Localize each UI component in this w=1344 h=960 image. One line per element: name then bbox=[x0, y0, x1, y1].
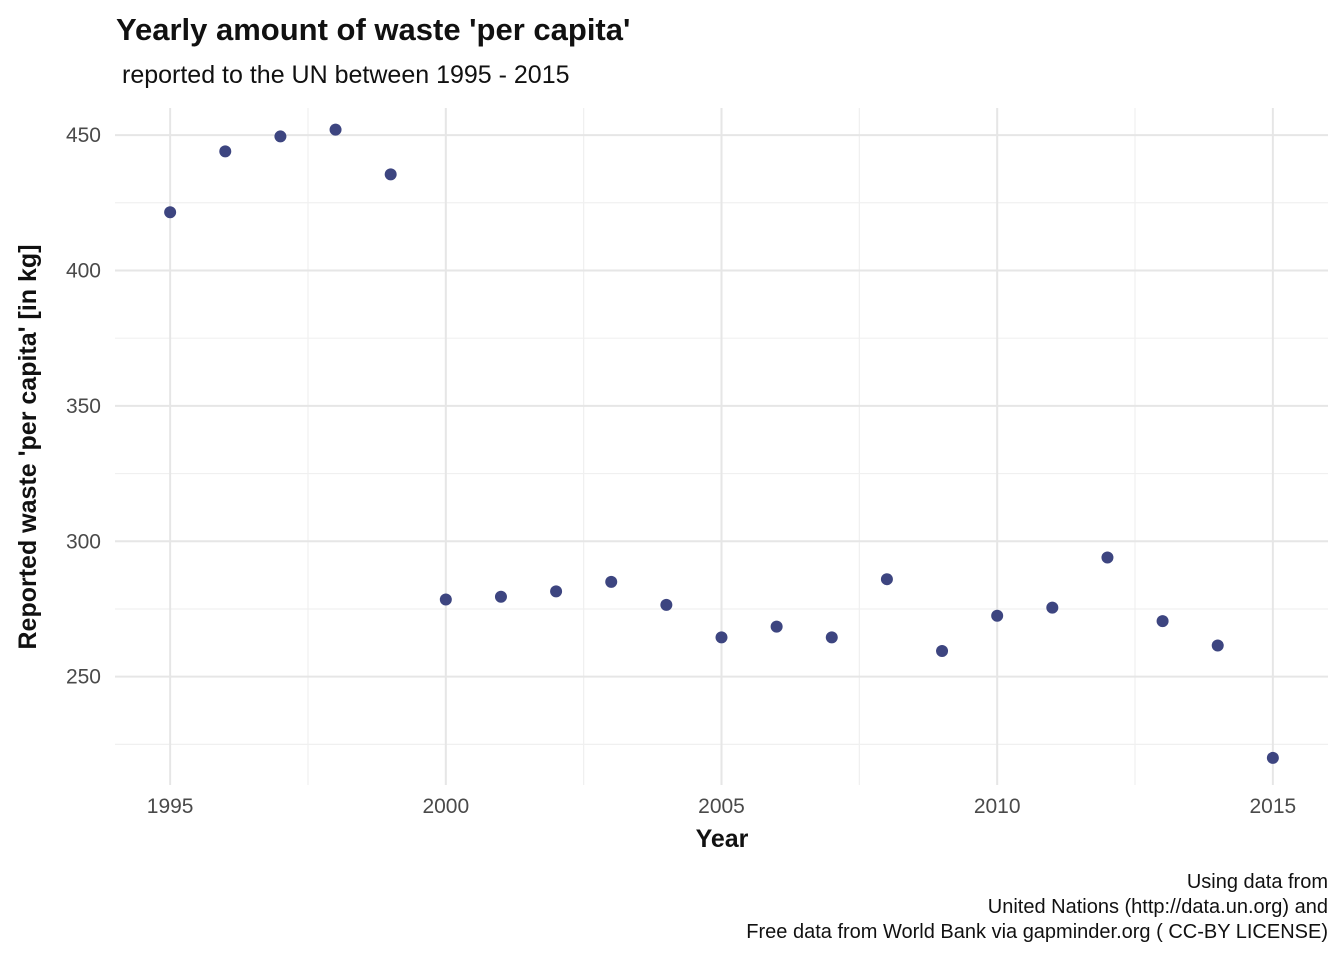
caption-line-1: Using data from bbox=[1187, 871, 1328, 893]
data-point bbox=[439, 593, 452, 606]
y-tick-label: 450 bbox=[66, 124, 101, 147]
data-point bbox=[770, 620, 783, 633]
y-axis-title: Reported waste 'per capita' [in kg] bbox=[14, 244, 42, 649]
data-point bbox=[1101, 551, 1114, 564]
data-point bbox=[715, 631, 728, 644]
data-point bbox=[274, 130, 287, 143]
data-point bbox=[991, 609, 1004, 622]
data-point bbox=[1211, 639, 1224, 652]
y-tick-label: 300 bbox=[66, 530, 101, 553]
data-point bbox=[1266, 751, 1279, 764]
x-tick-label: 1995 bbox=[147, 795, 194, 818]
data-point bbox=[550, 585, 563, 598]
data-point bbox=[329, 123, 342, 136]
data-point bbox=[1156, 615, 1169, 628]
data-point bbox=[825, 631, 838, 644]
data-point bbox=[1046, 601, 1059, 614]
caption-line-2: United Nations (http://data.un.org) and bbox=[988, 896, 1328, 918]
caption-line-3: Free data from World Bank via gapminder.… bbox=[746, 921, 1328, 943]
data-point bbox=[936, 644, 949, 657]
x-tick-label: 2010 bbox=[974, 795, 1021, 818]
y-tick-label: 350 bbox=[66, 395, 101, 418]
data-point bbox=[384, 168, 397, 181]
x-tick-label: 2000 bbox=[422, 795, 469, 818]
data-point bbox=[605, 575, 618, 588]
data-point bbox=[494, 590, 507, 603]
data-points bbox=[164, 123, 1279, 764]
chart-title: Yearly amount of waste 'per capita' bbox=[116, 12, 630, 47]
x-tick-label: 2015 bbox=[1250, 795, 1297, 818]
data-point bbox=[164, 206, 177, 219]
data-point bbox=[880, 573, 893, 586]
data-point bbox=[660, 598, 673, 611]
x-tick-label: 2005 bbox=[698, 795, 745, 818]
data-point bbox=[219, 145, 232, 158]
chart-subtitle: reported to the UN between 1995 - 2015 bbox=[122, 61, 570, 89]
x-axis-title: Year bbox=[696, 825, 749, 853]
grid-lines bbox=[115, 108, 1328, 785]
y-tick-label: 400 bbox=[66, 259, 101, 282]
x-axis-tick-labels: 1995 2000 2005 2010 2015 bbox=[147, 795, 1296, 818]
y-axis-tick-labels: 250 300 350 400 450 bbox=[66, 124, 101, 689]
y-tick-label: 250 bbox=[66, 666, 101, 689]
